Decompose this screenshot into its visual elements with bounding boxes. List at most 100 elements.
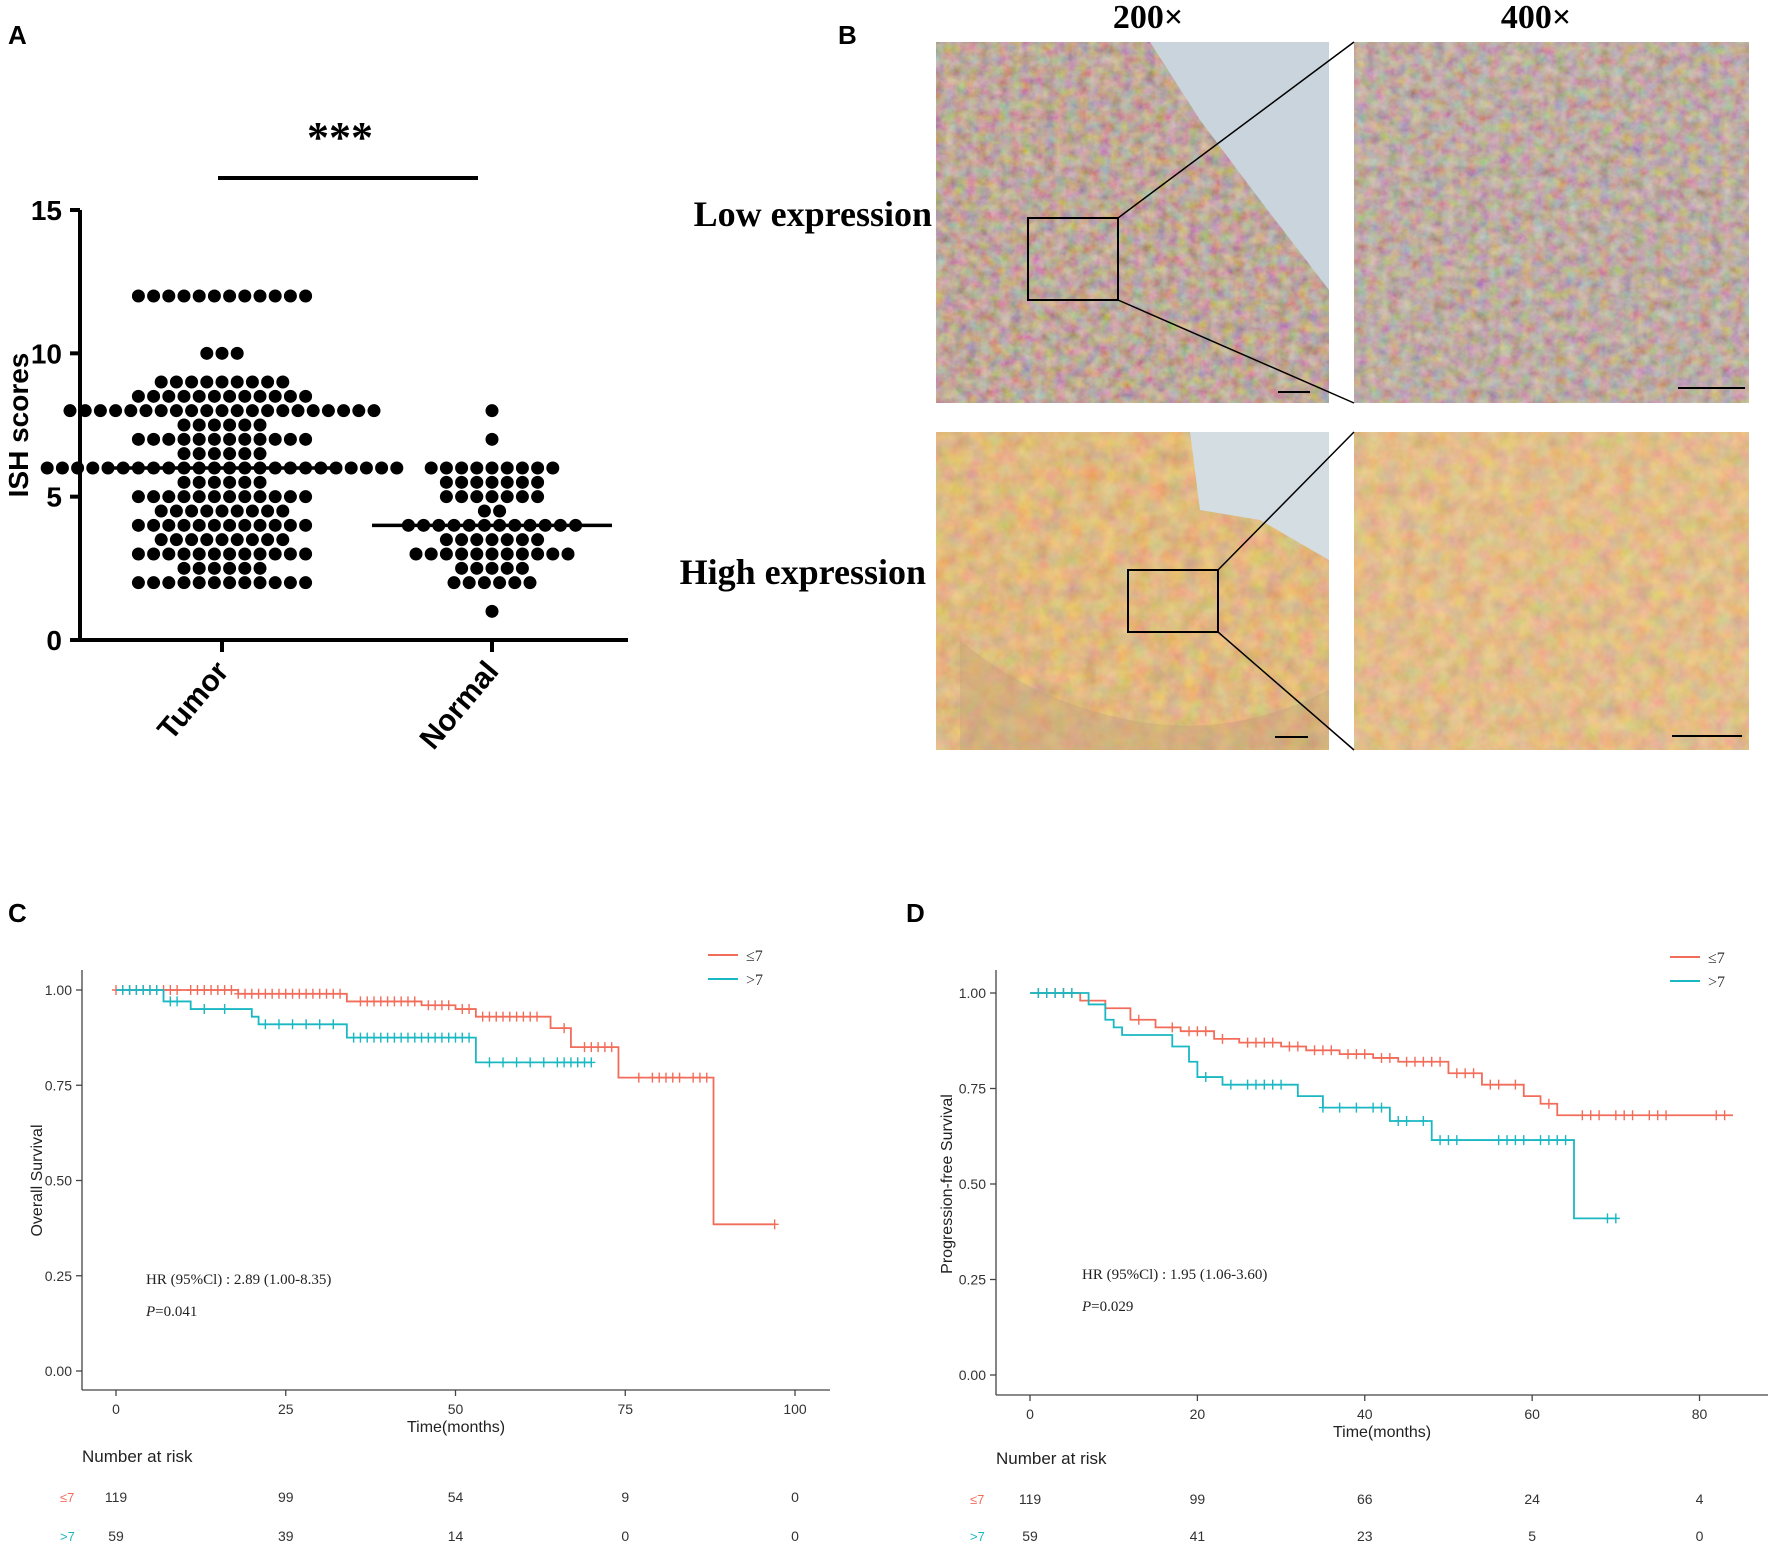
data-point bbox=[192, 518, 206, 532]
risk-row-label: ≤7 bbox=[60, 1490, 74, 1505]
data-point bbox=[253, 561, 267, 575]
data-point bbox=[147, 547, 161, 561]
censor-mark bbox=[410, 1032, 419, 1043]
censor-mark bbox=[390, 1032, 399, 1043]
data-point bbox=[192, 576, 206, 590]
censor-mark bbox=[1318, 1045, 1327, 1056]
censor-mark bbox=[526, 1011, 535, 1022]
data-point bbox=[439, 533, 453, 547]
data-point bbox=[515, 461, 529, 475]
y-tick-label: 0.50 bbox=[959, 1176, 986, 1192]
censor-mark bbox=[295, 988, 304, 999]
data-point bbox=[253, 447, 267, 461]
legend-label: >7 bbox=[1708, 974, 1725, 991]
panel-letter-c: C bbox=[8, 898, 27, 928]
data-point bbox=[215, 375, 229, 389]
censor-mark bbox=[397, 996, 406, 1007]
censor-mark bbox=[1544, 1098, 1553, 1109]
censor-mark bbox=[274, 1019, 283, 1030]
data-point bbox=[238, 418, 252, 432]
x-axis-label: Time(months) bbox=[407, 1419, 505, 1436]
data-point bbox=[200, 533, 214, 547]
censor-mark bbox=[1595, 1110, 1604, 1121]
censor-mark bbox=[444, 1032, 453, 1043]
censor-mark bbox=[302, 988, 311, 999]
censor-mark bbox=[139, 985, 148, 995]
data-point bbox=[177, 432, 191, 446]
x-tick-label: 0 bbox=[1026, 1406, 1034, 1422]
hazard-ratio-text: HR (95%Cl) : 1.95 (1.06-3.60) bbox=[1082, 1267, 1267, 1283]
censor-mark bbox=[1369, 1102, 1378, 1113]
censor-mark bbox=[600, 1042, 609, 1053]
data-point bbox=[223, 561, 237, 575]
data-point bbox=[531, 547, 545, 561]
data-point bbox=[531, 490, 545, 504]
censor-mark bbox=[302, 1019, 311, 1030]
y-tick-label: 0.75 bbox=[959, 1081, 986, 1097]
data-point bbox=[207, 289, 221, 303]
risk-count: 5 bbox=[1528, 1528, 1536, 1544]
data-point bbox=[477, 504, 491, 518]
censor-mark bbox=[241, 988, 250, 999]
risk-count: 24 bbox=[1524, 1491, 1540, 1507]
censor-mark bbox=[1544, 1135, 1553, 1146]
censor-mark bbox=[288, 988, 297, 999]
p-value-label: P bbox=[1081, 1299, 1091, 1315]
censor-mark bbox=[227, 985, 236, 995]
censor-mark bbox=[247, 988, 256, 999]
censor-mark bbox=[1226, 1079, 1235, 1090]
data-point bbox=[439, 547, 453, 561]
data-point bbox=[409, 547, 423, 561]
censor-mark bbox=[553, 1057, 562, 1068]
y-tick-label: 0.00 bbox=[45, 1363, 72, 1379]
data-point bbox=[283, 518, 297, 532]
data-point bbox=[162, 576, 176, 590]
data-point bbox=[192, 418, 206, 432]
data-point bbox=[207, 547, 221, 561]
data-point bbox=[131, 518, 145, 532]
data-point bbox=[78, 404, 92, 418]
data-point bbox=[299, 547, 313, 561]
y-tick-label: 0.00 bbox=[959, 1367, 986, 1383]
data-point bbox=[177, 475, 191, 489]
data-point bbox=[283, 490, 297, 504]
censor-mark bbox=[376, 996, 385, 1007]
censor-mark bbox=[560, 1023, 569, 1034]
data-point bbox=[177, 389, 191, 403]
data-point bbox=[86, 461, 100, 475]
data-point bbox=[283, 289, 297, 303]
data-point bbox=[344, 461, 358, 475]
y-axis-label: ISH scores bbox=[3, 353, 34, 498]
censor-mark bbox=[410, 996, 419, 1007]
data-point bbox=[238, 518, 252, 532]
censor-mark bbox=[1586, 1110, 1595, 1121]
censor-mark bbox=[1436, 1135, 1445, 1146]
data-point bbox=[455, 490, 469, 504]
censor-mark bbox=[1243, 1037, 1252, 1048]
censor-mark bbox=[512, 1057, 521, 1068]
censor-mark bbox=[566, 1057, 575, 1068]
censor-mark bbox=[1419, 1056, 1428, 1067]
data-point bbox=[455, 561, 469, 575]
panel-c-km-overall: 0.00 0.25 0.50 0.75 1.00 0 25 50 75 100 Time(month… bbox=[29, 948, 830, 1544]
data-point bbox=[268, 547, 282, 561]
data-point bbox=[359, 461, 373, 475]
data-point bbox=[238, 475, 252, 489]
data-point bbox=[253, 547, 267, 561]
data-point bbox=[447, 576, 461, 590]
risk-count: 0 bbox=[791, 1489, 799, 1505]
p-value-text: P=0.041 bbox=[145, 1304, 197, 1320]
data-point bbox=[245, 504, 259, 518]
censor-mark bbox=[1042, 988, 1051, 998]
data-point bbox=[185, 504, 199, 518]
censor-mark bbox=[1335, 1102, 1344, 1113]
data-point bbox=[268, 490, 282, 504]
data-point bbox=[177, 490, 191, 504]
panel-b-ish-images: 200× 400× Low expression High expression bbox=[680, 0, 1749, 751]
censor-mark bbox=[308, 988, 317, 999]
data-point bbox=[283, 432, 297, 446]
censor-mark bbox=[261, 1019, 270, 1030]
data-point bbox=[230, 375, 244, 389]
y-tick-label: 0.25 bbox=[959, 1272, 986, 1288]
